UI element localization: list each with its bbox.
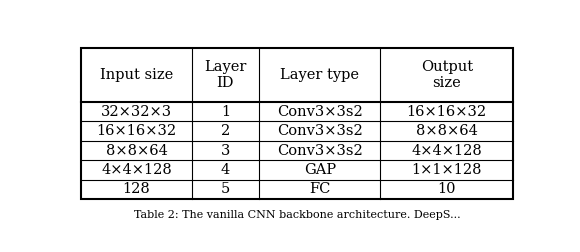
Text: 8×8×64: 8×8×64	[416, 124, 478, 138]
Text: 2: 2	[221, 124, 230, 138]
Text: Table 2: The vanilla CNN backbone architecture. DeepS...: Table 2: The vanilla CNN backbone archit…	[134, 210, 461, 219]
Text: Layer
ID: Layer ID	[204, 60, 246, 90]
Text: Output
size: Output size	[420, 60, 473, 90]
Text: 8×8×64: 8×8×64	[106, 144, 168, 158]
Text: Conv3×3s2: Conv3×3s2	[277, 124, 362, 138]
Text: 10: 10	[437, 182, 456, 196]
Text: 5: 5	[221, 182, 230, 196]
Text: 4: 4	[221, 163, 230, 177]
Text: GAP: GAP	[304, 163, 336, 177]
Text: 16×16×32: 16×16×32	[96, 124, 177, 138]
Text: Conv3×3s2: Conv3×3s2	[277, 105, 362, 119]
Text: Input size: Input size	[100, 68, 173, 82]
Text: 4×4×128: 4×4×128	[101, 163, 172, 177]
Text: 16×16×32: 16×16×32	[407, 105, 487, 119]
Text: FC: FC	[309, 182, 331, 196]
Text: Layer type: Layer type	[280, 68, 359, 82]
Text: 128: 128	[123, 182, 150, 196]
Text: 1×1×128: 1×1×128	[411, 163, 482, 177]
Text: 32×32×3: 32×32×3	[101, 105, 172, 119]
Text: 1: 1	[221, 105, 230, 119]
Text: 4×4×128: 4×4×128	[411, 144, 482, 158]
Text: Conv3×3s2: Conv3×3s2	[277, 144, 362, 158]
Text: 3: 3	[220, 144, 230, 158]
